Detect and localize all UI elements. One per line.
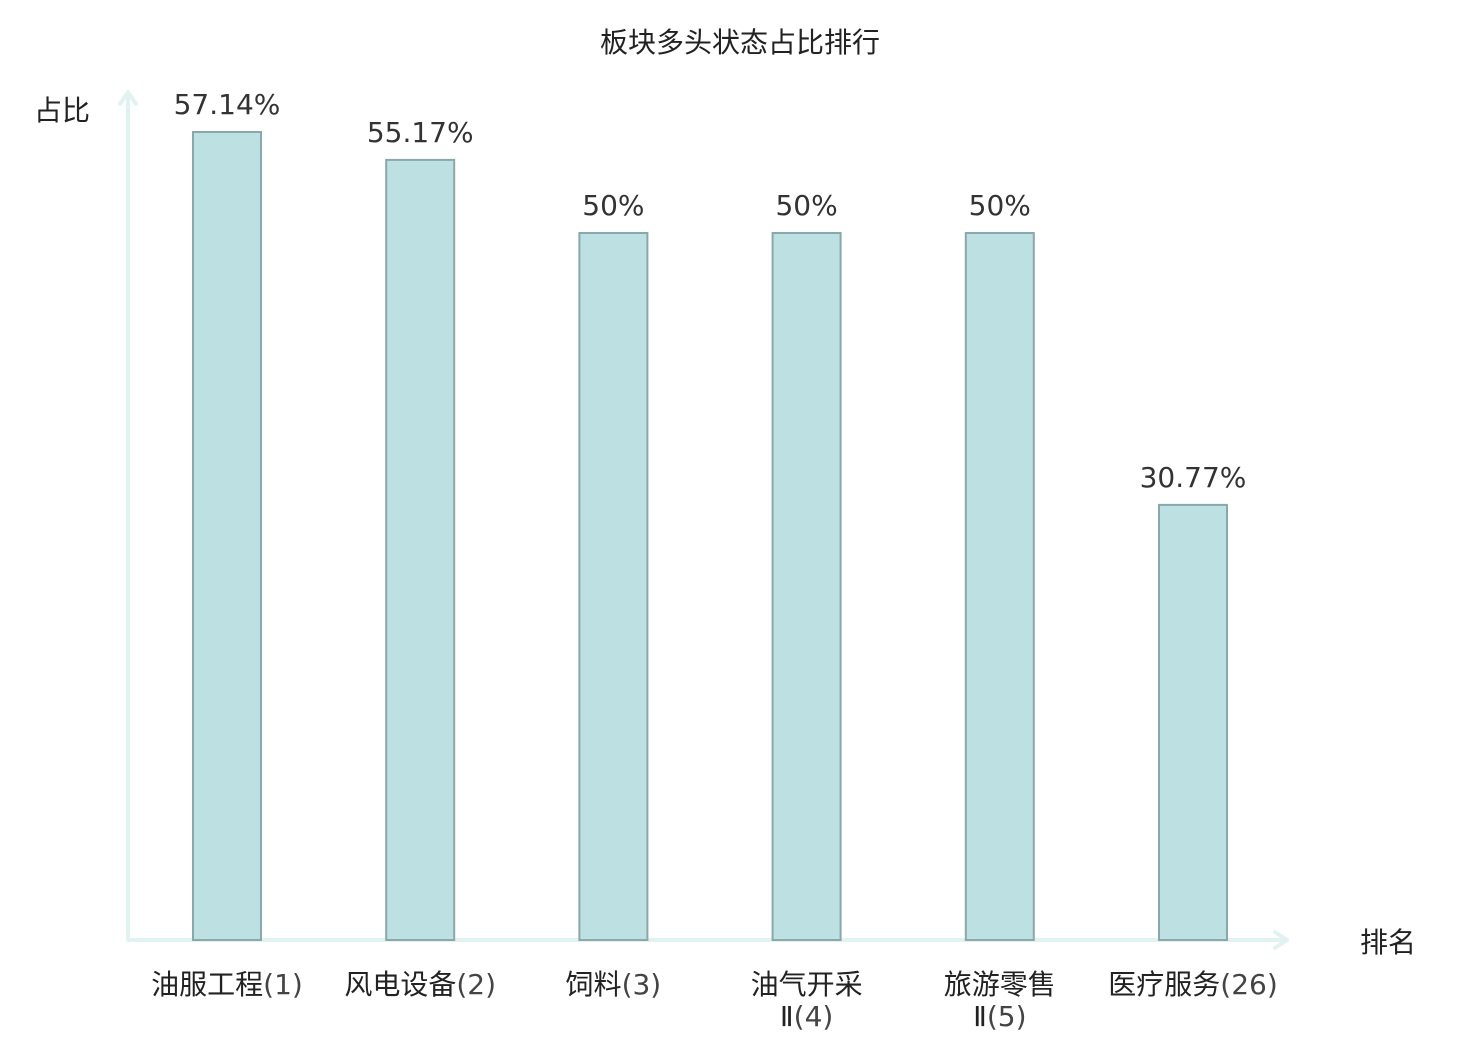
chart-title: 板块多头状态占比排行 <box>600 26 880 59</box>
bar <box>192 131 262 941</box>
category-label: 医疗服务(26) <box>1108 968 1278 1001</box>
category-label: Ⅱ(4) <box>780 1000 833 1033</box>
bar <box>578 232 649 941</box>
bar <box>964 232 1035 941</box>
bar-value-label: 50% <box>969 189 1031 222</box>
bar-value-label: 30.77% <box>1140 461 1247 494</box>
axes <box>118 90 1289 950</box>
x-axis-label: 排名 <box>1360 926 1416 959</box>
category-label: 风电设备(2) <box>344 968 496 1001</box>
bar <box>1158 503 1228 941</box>
y-axis-label: 占比 <box>34 94 90 127</box>
bars-group: 57.14% 油服工程(1) 55.17% 风电设备(2) 50% 饲料(3) 50% 油气开… <box>151 88 1278 1033</box>
category-label: 饲料(3) <box>566 968 662 1001</box>
category-label: 油服工程(1) <box>151 968 303 1001</box>
category-label: 油气开采 <box>751 968 863 1001</box>
category-label: Ⅱ(5) <box>973 1000 1026 1033</box>
x-axis-arrow <box>1273 930 1289 950</box>
bar <box>385 158 456 941</box>
bar-value-label: 55.17% <box>367 116 474 149</box>
bar-value-label: 50% <box>582 189 644 222</box>
category-label: 旅游零售 <box>944 968 1056 1001</box>
bar <box>771 232 842 941</box>
bar-value-label: 50% <box>775 189 837 222</box>
bar-value-label: 57.14% <box>174 88 281 121</box>
